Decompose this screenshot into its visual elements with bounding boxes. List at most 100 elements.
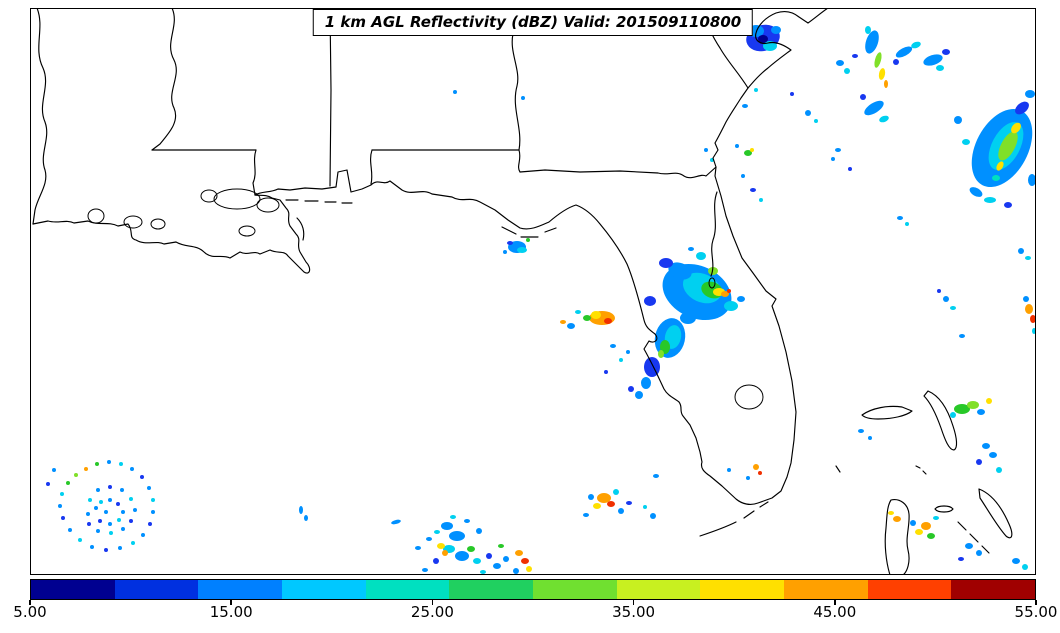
radar-echo (1028, 174, 1035, 186)
radar-echo (1025, 304, 1033, 314)
radar-echo (742, 104, 748, 108)
radar-echo (515, 550, 523, 556)
radar-echo (977, 409, 985, 415)
radar-echo (1015, 101, 1029, 115)
radar-echo (998, 131, 1018, 161)
radar-echo (108, 498, 112, 502)
radar-echo (1004, 202, 1012, 208)
radar-echo (86, 512, 90, 516)
radar-echo (814, 119, 818, 123)
radar-echo (921, 522, 931, 530)
radar-echo (116, 502, 120, 506)
colorbar-tick-mark (431, 600, 434, 605)
radar-echo (108, 522, 112, 526)
radar-echo (422, 568, 428, 572)
radar-echo (121, 527, 125, 531)
radar-echo (858, 429, 864, 433)
radar-echo (758, 35, 768, 43)
radar-echo (680, 312, 696, 324)
bimini-islands (835, 465, 841, 473)
radar-echo (650, 513, 656, 519)
radar-echo (721, 291, 729, 297)
radar-echo (754, 88, 758, 92)
abaco-island (923, 390, 958, 451)
radar-echo (1011, 122, 1021, 134)
radar-echo (965, 543, 973, 549)
colorbar-segment (198, 580, 283, 599)
radar-echo (604, 370, 608, 374)
radar-echo (996, 161, 1004, 171)
radar-echo (90, 545, 94, 549)
colorbar (30, 579, 1036, 600)
radar-echo (140, 475, 144, 479)
radar-echo (583, 513, 589, 517)
radar-echo (771, 26, 781, 34)
radar-echo (950, 306, 956, 310)
radar-echoes-layer (46, 24, 1035, 574)
radar-echo (750, 148, 754, 152)
radar-echo (724, 301, 738, 311)
grand-lake (123, 215, 143, 229)
radar-echo (911, 41, 921, 49)
radar-echo (526, 238, 530, 242)
radar-echo (628, 386, 634, 392)
radar-echo (107, 460, 111, 464)
radar-echo (727, 289, 731, 293)
radar-echo (434, 530, 440, 534)
radar-echo (905, 222, 909, 226)
radar-echo (626, 501, 632, 505)
radar-echo (915, 529, 923, 535)
radar-echo (893, 59, 899, 65)
radar-echo (94, 506, 98, 510)
radar-echo (618, 508, 624, 514)
radar-echo (696, 252, 706, 260)
radar-echo (976, 459, 982, 465)
radar-echo (61, 516, 65, 520)
radar-echo (644, 357, 660, 377)
radar-echo (660, 340, 670, 354)
new-providence-island (934, 505, 954, 513)
radar-echo (989, 452, 997, 458)
radar-echo (741, 174, 745, 178)
radar-echo (844, 68, 850, 74)
florida-keys (699, 501, 769, 537)
radar-echo (151, 498, 155, 502)
radar-echo (133, 508, 137, 512)
radar-echo (641, 377, 651, 389)
sabine-river-border (32, 9, 48, 225)
lake-george (708, 277, 716, 289)
radar-echo (58, 504, 62, 508)
radar-echo (744, 150, 752, 156)
colorbar-segment (533, 580, 617, 599)
radar-echo (923, 54, 943, 66)
radar-echo (593, 503, 601, 509)
radar-echo (954, 404, 970, 414)
radar-echo (467, 546, 475, 552)
radar-echo (727, 468, 731, 472)
radar-echo (109, 531, 113, 535)
radar-echo (1025, 90, 1035, 98)
map-lines-layer (32, 9, 1013, 574)
radar-echo (95, 462, 99, 466)
colorbar-tick-label: 5.00 (13, 603, 47, 621)
radar-echo (836, 60, 844, 66)
radar-echo (117, 518, 121, 522)
colorbar-segment (365, 580, 450, 599)
radar-echo (88, 498, 92, 502)
radar-echo (60, 492, 64, 496)
radar-echo (503, 556, 509, 562)
radar-echo (704, 148, 708, 152)
radar-echo (575, 310, 581, 314)
radar-echo (74, 473, 78, 477)
radar-echo (560, 320, 566, 324)
colorbar-tick-label: 35.00 (612, 603, 656, 621)
radar-echo (884, 80, 888, 88)
radar-echo (954, 116, 962, 124)
fl-ga-border (518, 149, 717, 179)
colorbar-tick-mark (632, 600, 635, 605)
radar-echo (597, 493, 611, 503)
white-lake (150, 218, 166, 230)
radar-echo (87, 522, 91, 526)
radar-echo (464, 519, 470, 523)
